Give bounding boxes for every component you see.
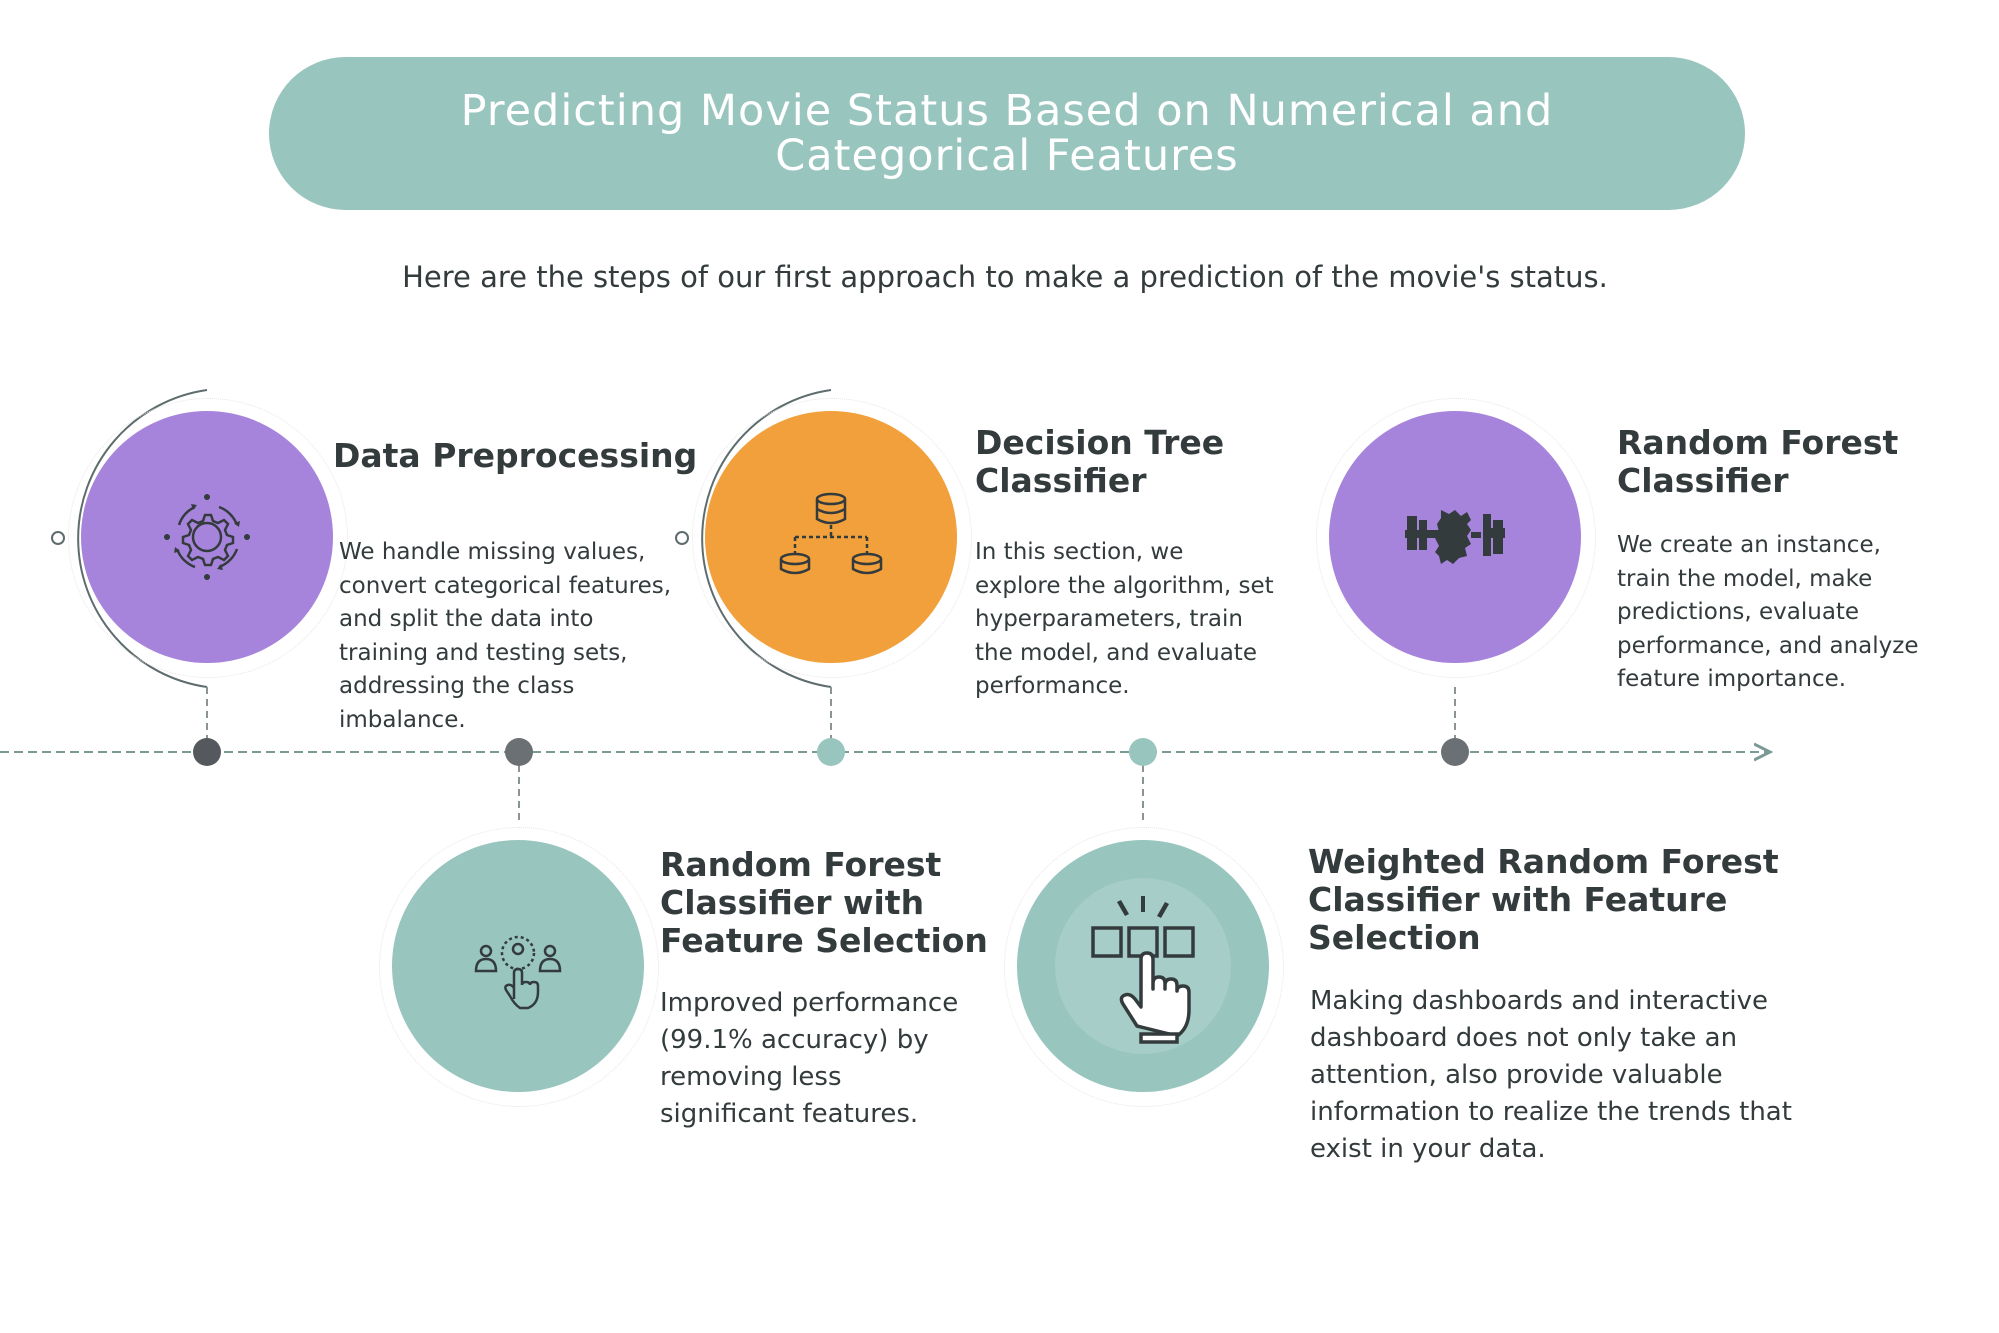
halo-step-1	[68, 398, 348, 678]
step-title-3: Decision Tree Classifier	[975, 423, 1225, 500]
step-desc-5: We create an instance, train the model, …	[1617, 532, 1919, 692]
halo-step-2	[379, 827, 659, 1107]
step-circle-2	[392, 840, 644, 1092]
step-title-2: Random Forest Classifier with Feature Se…	[660, 845, 988, 960]
arc-dot-step-1	[51, 531, 65, 545]
step-title-5: Random Forest Classifier	[1617, 423, 1899, 500]
arc-dot-step-3	[675, 531, 689, 545]
step-circle-3	[705, 411, 957, 663]
step-desc-2: Improved performance (99.1% accuracy) by…	[660, 988, 959, 1129]
user-select-icon	[474, 935, 562, 1010]
step-desc-1: We handle missing values, convert catego…	[339, 539, 672, 733]
timeline-node-2	[505, 738, 533, 766]
step-title-1: Data Preprocessing	[333, 436, 698, 475]
title-banner: Predicting Movie Status Based on Numeric…	[269, 57, 1745, 210]
page-subtitle: Here are the steps of our first approach…	[402, 260, 1608, 294]
forest-icon	[1405, 510, 1505, 564]
step-desc-3: In this section, we explore the algorith…	[975, 539, 1274, 699]
database-tree-icon	[779, 492, 883, 575]
click-boxes-icon	[1055, 878, 1231, 1054]
step-circle-5	[1329, 411, 1581, 663]
halo-step-3	[692, 398, 972, 678]
step-desc-4: Making dashboards and interactive dashbo…	[1310, 986, 1792, 1164]
halo-step-5	[1316, 398, 1596, 678]
gear-cycle-icon	[164, 494, 250, 580]
timeline-node-1	[193, 738, 221, 766]
page-title: Predicting Movie Status Based on Numeric…	[460, 85, 1554, 181]
timeline-node-4	[1129, 738, 1157, 766]
step-title-4: Weighted Random Forest Classifier with F…	[1308, 842, 1779, 957]
step-circle-4	[1017, 840, 1269, 1092]
timeline-node-3	[817, 738, 845, 766]
timeline-node-5	[1441, 738, 1469, 766]
step-circle-1	[81, 411, 333, 663]
halo-step-4	[1004, 827, 1284, 1107]
